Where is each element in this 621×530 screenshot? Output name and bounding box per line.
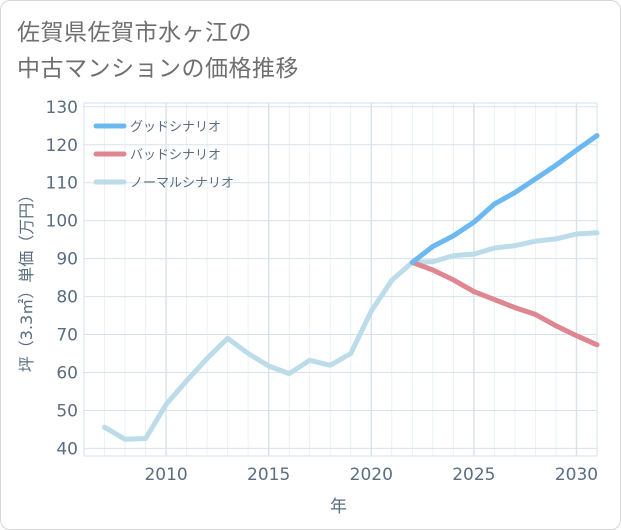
- y-tick-label: 80: [56, 288, 78, 308]
- y-tick-label: 90: [56, 250, 78, 270]
- x-tick-label: 2015: [247, 465, 290, 485]
- x-tick-label: 2025: [452, 465, 495, 485]
- y-axis-label: 坪（3.3㎡）単価（万円）: [17, 187, 36, 372]
- grid-lines: [83, 102, 598, 457]
- chart-title-line1: 佐賀県佐賀市水ヶ江の: [17, 20, 252, 46]
- series-line-good: [409, 133, 600, 265]
- x-axis-label: 年: [330, 497, 347, 517]
- x-tick-label: 2030: [555, 465, 598, 485]
- y-tick-label: 60: [56, 363, 78, 383]
- legend-label-bad: バッドシナリオ: [130, 148, 221, 163]
- y-tick-label: 100: [46, 212, 78, 232]
- legend-label-good: グッドシナリオ: [130, 120, 221, 135]
- chart-title-line2: 中古マンションの価格推移: [17, 56, 299, 82]
- series-line-normal: [102, 230, 600, 442]
- y-tick-label: 40: [56, 439, 78, 459]
- y-tick-label: 50: [56, 401, 78, 421]
- chart-title: 佐賀県佐賀市水ヶ江の 中古マンションの価格推移: [17, 15, 299, 87]
- tick-labels: 40 50 60 70 80 90 100 110 120 130 2010 2015 2020 2025…: [46, 98, 599, 485]
- y-tick-label: 130: [46, 98, 78, 118]
- legend-label-normal: ノーマルシナリオ: [130, 176, 234, 191]
- series-lines: [102, 133, 600, 442]
- y-tick-label: 120: [46, 136, 78, 156]
- x-tick-label: 2020: [350, 465, 393, 485]
- y-tick-label: 70: [56, 326, 78, 346]
- series-line-bad: [409, 259, 600, 348]
- x-tick-label: 2010: [144, 465, 187, 485]
- y-tick-label: 110: [46, 174, 78, 194]
